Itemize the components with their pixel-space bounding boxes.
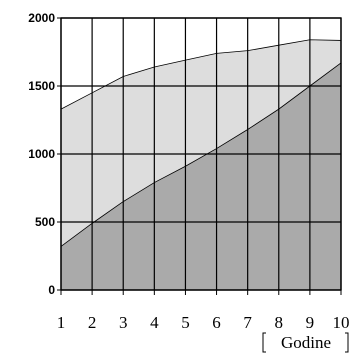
- x-tick-label: 8: [275, 313, 284, 332]
- y-tick-label: 500: [35, 215, 55, 229]
- x-tick-label: 9: [306, 313, 315, 332]
- x-tick-label: 1: [57, 313, 66, 332]
- y-axis-ticks: 0 500 1000 1500 2000: [28, 11, 61, 297]
- x-tick-label: 5: [181, 313, 190, 332]
- x-tick-label: 6: [212, 313, 221, 332]
- x-axis-label: Godine: [281, 333, 331, 352]
- x-tick-label: 2: [88, 313, 97, 332]
- x-tick-label: 3: [119, 313, 128, 332]
- series-areas: [60, 39, 342, 291]
- x-axis-label-bracket: [262, 332, 349, 353]
- y-tick-label: 0: [48, 283, 55, 297]
- x-tick-label: 4: [150, 313, 159, 332]
- x-tick-label: 10: [333, 313, 350, 332]
- y-tick-label: 1500: [28, 79, 55, 93]
- x-tick-label: 7: [243, 313, 252, 332]
- x-axis-ticks: 1 2 3 4 5 6 7 8 9 10: [57, 290, 350, 332]
- y-tick-label: 2000: [28, 11, 55, 25]
- y-tick-label: 1000: [28, 147, 55, 161]
- x-axis-label-group: Godine: [262, 332, 349, 353]
